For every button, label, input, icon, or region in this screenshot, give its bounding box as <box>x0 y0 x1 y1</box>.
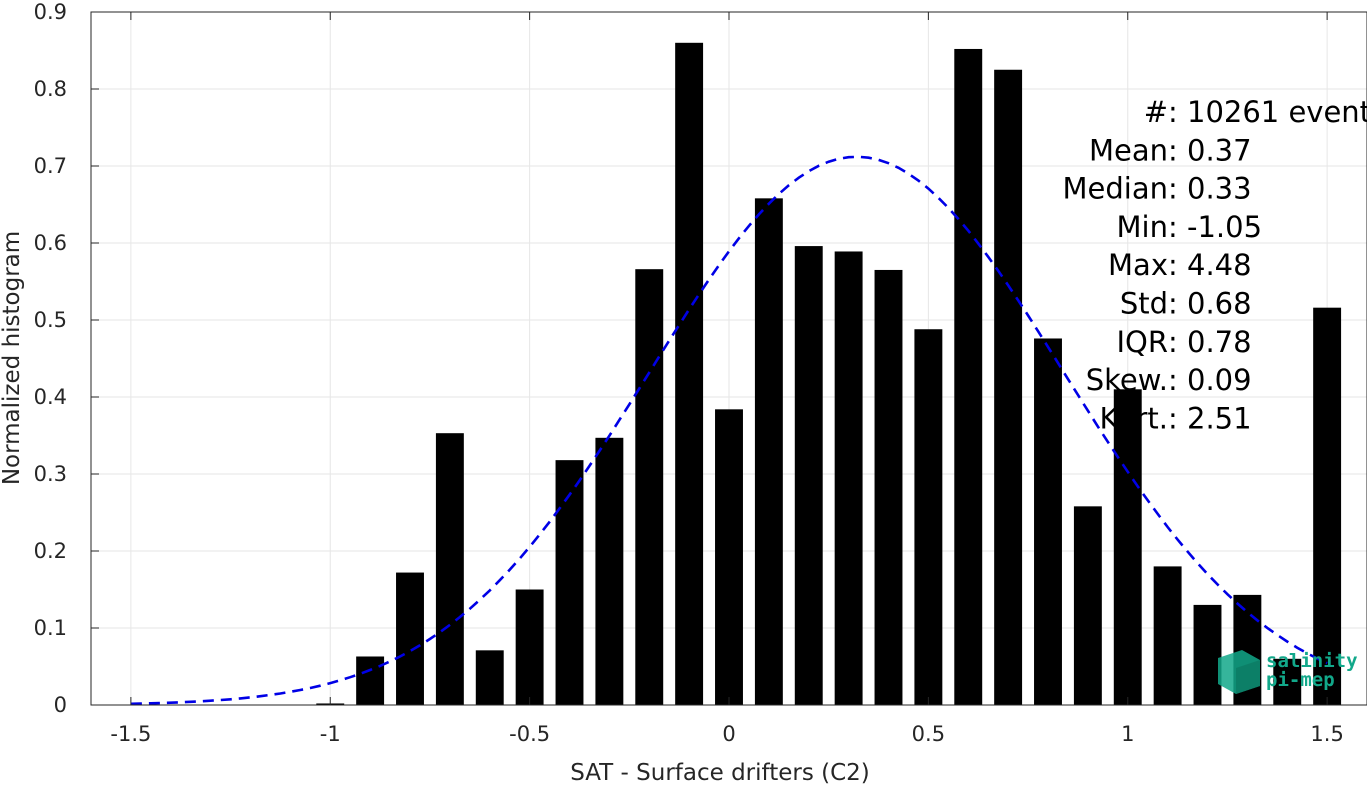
stat-value: : 10261 events <box>1168 95 1367 129</box>
stat-label: Std <box>1120 287 1168 321</box>
histogram-bar <box>1034 338 1062 705</box>
stat-value: : 0.09 <box>1168 363 1252 397</box>
x-tick-label: 0 <box>722 722 735 746</box>
salinity-pi-mep-logo: salinity pi-mep <box>1218 650 1358 694</box>
stat-label: Median <box>1063 172 1168 206</box>
x-axis-ticks: -1.5 -1 -0.5 0 0.5 1 1.5 <box>110 12 1344 746</box>
stat-label: Mean <box>1089 133 1168 167</box>
stat-value: : 0.68 <box>1168 287 1252 321</box>
logo-cube-shade <box>1236 660 1260 694</box>
histogram-bar <box>396 572 424 705</box>
histogram-bar <box>635 269 664 705</box>
histogram-bar <box>1153 566 1182 705</box>
histogram-bar <box>555 460 584 705</box>
x-tick-label: 1 <box>1121 722 1134 746</box>
histogram-bar <box>1073 506 1102 705</box>
histogram-bar <box>356 656 385 705</box>
y-tick-label: 0.6 <box>34 231 67 255</box>
histogram-bar <box>515 589 544 705</box>
histogram-bar <box>754 198 783 705</box>
histogram-bars <box>316 42 1342 706</box>
y-tick-label: 0.7 <box>34 154 67 178</box>
stat-label: Kurt. <box>1100 401 1168 435</box>
stat-value: : 0.33 <box>1168 172 1252 206</box>
x-tick-label: -1 <box>320 722 341 746</box>
histogram-bar <box>435 433 464 705</box>
stat-value: : 0.37 <box>1168 133 1252 167</box>
gaussian-fit-curve <box>130 155 1328 706</box>
y-tick-label: 0 <box>54 693 67 717</box>
y-tick-label: 0.5 <box>34 308 67 332</box>
x-tick-label: -0.5 <box>509 722 550 746</box>
histogram-bar <box>675 42 704 706</box>
histogram-bar <box>715 409 743 705</box>
histogram-bar <box>874 269 903 705</box>
histogram-bar <box>954 48 983 705</box>
stat-label: Skew. <box>1086 363 1168 397</box>
y-tick-label: 0.8 <box>34 77 67 101</box>
histogram-bar <box>994 69 1023 705</box>
y-tick-label: 0.4 <box>34 385 67 409</box>
logo-line2: pi-mep <box>1266 669 1335 691</box>
histogram-bar <box>1273 658 1302 705</box>
y-axis-label: Normalized histogram <box>0 231 25 485</box>
histogram-bar <box>1113 389 1142 705</box>
x-tick-label: 1.5 <box>1310 722 1343 746</box>
y-tick-label: 0.9 <box>34 0 67 24</box>
y-tick-label: 0.1 <box>34 616 67 640</box>
stat-value: : 2.51 <box>1168 401 1252 435</box>
stat-label: Max <box>1108 248 1168 282</box>
y-tick-label: 0.2 <box>34 539 67 563</box>
histogram-bar <box>834 251 863 705</box>
histogram-bar <box>794 246 823 705</box>
y-tick-label: 0.3 <box>34 462 67 486</box>
histogram-bar <box>595 437 624 705</box>
stat-value: : 4.48 <box>1168 248 1252 282</box>
stat-value: : -1.05 <box>1168 210 1262 244</box>
stat-label: Min <box>1117 210 1168 244</box>
histogram-bar <box>475 650 504 705</box>
histogram-bar <box>1313 307 1342 705</box>
x-tick-label: -1.5 <box>110 722 151 746</box>
histogram-bar <box>1193 604 1222 705</box>
x-tick-label: 0.5 <box>912 722 945 746</box>
x-axis-label: SAT - Surface drifters (C2) <box>570 760 870 785</box>
stat-label: IQR <box>1116 325 1168 359</box>
histogram-bar <box>914 329 943 705</box>
y-axis-ticks: 0 0.1 0.2 0.3 0.4 0.5 0.6 0.7 0.8 0.9 <box>34 0 99 717</box>
stat-value: : 0.78 <box>1168 325 1252 359</box>
logo-line1: salinity <box>1266 650 1358 672</box>
stat-label: # <box>1144 95 1168 129</box>
